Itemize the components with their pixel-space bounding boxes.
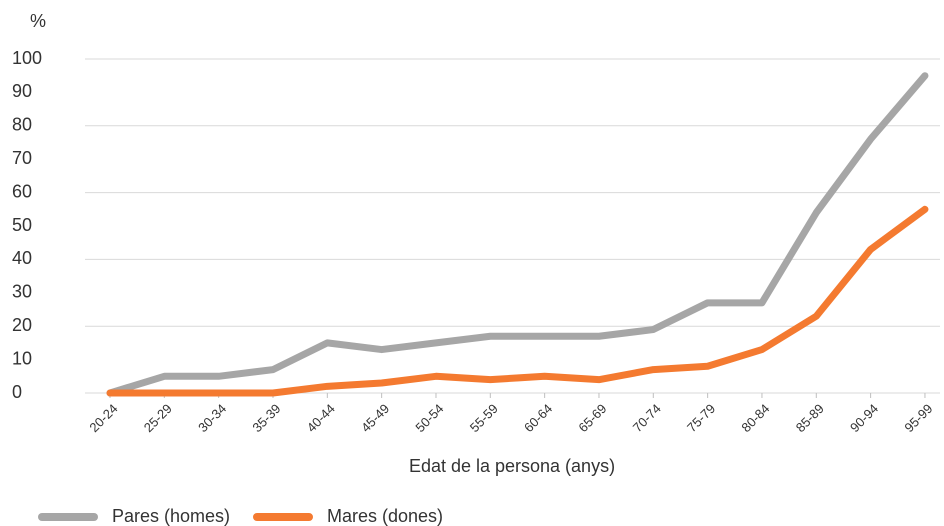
x-tick-label: 60-64 — [521, 401, 555, 435]
x-tick-label: 40-44 — [304, 401, 338, 435]
y-tick-label: 90 — [12, 81, 32, 101]
x-tick-label: 95-99 — [901, 401, 935, 435]
y-axis-label: % — [30, 11, 46, 31]
y-tick-label: 0 — [12, 382, 22, 402]
y-tick-label: 40 — [12, 248, 32, 268]
x-tick-label: 35-39 — [249, 401, 283, 435]
x-axis-label: Edat de la persona (anys) — [409, 456, 615, 476]
y-tick-label: 100 — [12, 48, 42, 68]
x-tick-label: 45-49 — [358, 401, 392, 435]
x-tick-label: 65-69 — [575, 401, 609, 435]
x-tick-label: 55-59 — [467, 401, 501, 435]
x-tick-label: 80-84 — [738, 401, 772, 435]
legend-label: Pares (homes) — [112, 506, 230, 526]
x-tick-label: 25-29 — [141, 401, 175, 435]
x-tick-label: 30-34 — [195, 401, 229, 435]
y-tick-label: 10 — [12, 348, 32, 368]
y-tick-label: 20 — [12, 315, 32, 335]
x-tick-label: 50-54 — [412, 401, 446, 435]
x-tick-label: 20-24 — [86, 401, 120, 435]
legend-label: Mares (dones) — [327, 506, 443, 526]
data-line — [106, 72, 929, 397]
x-tick-label: 90-94 — [847, 401, 881, 435]
x-tick-label: 70-74 — [630, 401, 664, 435]
y-tick-label: 60 — [12, 181, 32, 201]
y-tick-label: 70 — [12, 148, 32, 168]
y-tick-label: 80 — [12, 115, 32, 135]
x-tick-label: 75-79 — [684, 401, 718, 435]
x-tick-label: 85-89 — [793, 401, 827, 435]
y-tick-label: 30 — [12, 282, 32, 302]
y-tick-label: 50 — [12, 215, 32, 235]
data-line — [106, 205, 929, 397]
